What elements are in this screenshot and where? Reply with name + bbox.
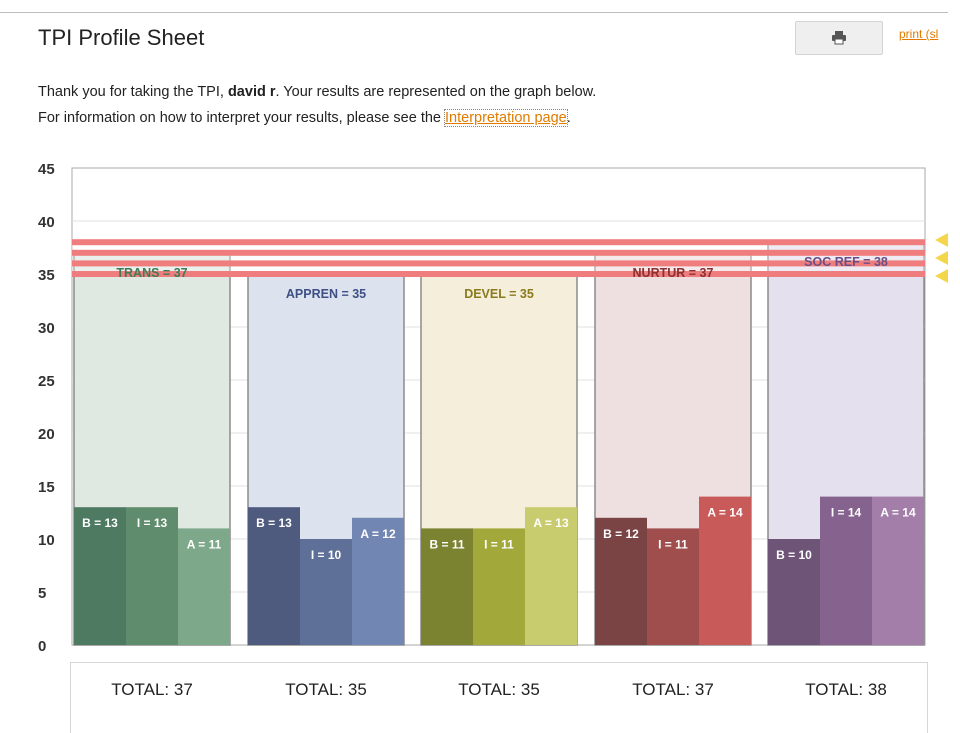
sub-bar	[352, 517, 404, 645]
arrow-left-icon	[935, 233, 948, 247]
sub-bar-label: B = 13	[256, 516, 292, 530]
interpretation-link[interactable]: Interpretation page	[444, 109, 568, 127]
y-tick-label: 40	[38, 214, 55, 231]
reference-stripe	[72, 260, 925, 267]
sub-bar	[595, 517, 647, 645]
category-total: TOTAL: 37	[632, 680, 714, 699]
reference-stripe	[72, 271, 925, 277]
sub-bar	[126, 507, 178, 645]
sub-bar-label: B = 13	[82, 516, 118, 530]
sub-bar	[820, 496, 872, 645]
sub-bar-label: A = 11	[187, 537, 222, 551]
sub-bar-label: A = 12	[360, 527, 396, 541]
sub-bar-label: A = 14	[707, 506, 743, 520]
category-label: NURTUR = 37	[633, 266, 714, 280]
arrow-left-icon	[935, 251, 948, 265]
category-label: DEVEL = 35	[464, 287, 534, 301]
y-tick-label: 0	[38, 638, 46, 655]
user-name: david r	[227, 84, 276, 100]
sub-bar-label: B = 10	[776, 548, 812, 562]
sub-bar	[872, 496, 924, 645]
tpi-bar-chart: 0 5 10 15 20 25 30 35 40 45 TRANS = 37 B = 13 I = 13…	[38, 161, 948, 655]
sub-bar-label: A = 13	[533, 516, 569, 530]
print-link[interactable]: print (sl	[899, 27, 939, 41]
sub-bar-label: B = 11	[429, 537, 464, 551]
sub-bar	[300, 539, 352, 645]
y-tick-label: 10	[38, 532, 55, 549]
category-label: TRANS = 37	[116, 266, 187, 280]
sub-bar	[768, 539, 820, 645]
category-total: TOTAL: 35	[285, 680, 367, 699]
sub-bar-label: I = 11	[658, 537, 688, 551]
category-total: TOTAL: 37	[111, 680, 193, 699]
reference-stripe	[72, 239, 925, 246]
sub-bar-label: B = 12	[603, 527, 639, 541]
print-button[interactable]	[795, 21, 883, 55]
sub-bar	[525, 507, 577, 645]
sub-bar	[178, 528, 230, 645]
category-total: TOTAL: 35	[458, 680, 540, 699]
sub-bar-label: I = 11	[484, 537, 514, 551]
chart-area: 0 5 10 15 20 25 30 35 40 45 TRANS = 37 B = 13 I = 13…	[0, 150, 960, 660]
reference-stripe	[72, 249, 925, 256]
intro-text: For information on how to interpret your…	[38, 110, 446, 126]
sub-bar-label: I = 10	[311, 548, 342, 562]
sub-bar-label: A = 14	[880, 506, 916, 520]
y-tick-label: 35	[38, 267, 55, 284]
y-tick-label: 45	[38, 161, 55, 178]
sub-bar	[473, 528, 525, 645]
arrow-left-icon	[935, 269, 948, 283]
intro-line-1: Thank you for taking the TPI, david r. Y…	[38, 84, 596, 100]
y-tick-label: 30	[38, 320, 55, 337]
printer-icon	[832, 31, 846, 45]
page-title: TPI Profile Sheet	[38, 25, 205, 50]
y-tick-label: 25	[38, 373, 55, 390]
sub-bar	[248, 507, 300, 645]
sub-bar	[647, 528, 699, 645]
category-label: SOC REF = 38	[804, 255, 888, 269]
sub-bar-label: I = 14	[831, 506, 862, 520]
top-divider	[0, 12, 948, 13]
y-tick-label: 5	[38, 585, 46, 602]
category-label: APPREN = 35	[286, 287, 366, 301]
intro-text: . Your results are represented on the gr…	[275, 84, 597, 100]
reference-band	[72, 242, 925, 274]
sub-bar	[74, 507, 126, 645]
intro-text: Thank you for taking the TPI,	[38, 84, 228, 100]
sub-bar-label: I = 13	[137, 516, 168, 530]
intro-line-2: For information on how to interpret your…	[38, 109, 571, 127]
y-tick-label: 20	[38, 426, 55, 443]
y-tick-label: 15	[38, 479, 55, 496]
sub-bar	[421, 528, 473, 645]
category-total: TOTAL: 38	[805, 680, 887, 699]
sub-bar	[699, 496, 751, 645]
intro-text: .	[566, 110, 571, 126]
